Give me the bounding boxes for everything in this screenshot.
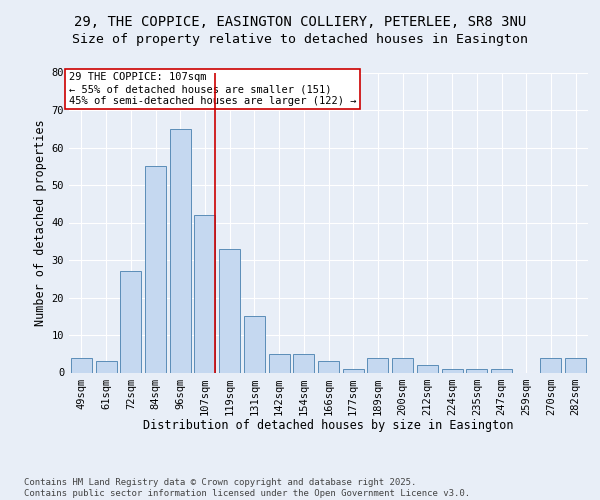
- Bar: [367, 358, 388, 372]
- Bar: [170, 128, 191, 372]
- Bar: [343, 369, 364, 372]
- Bar: [244, 316, 265, 372]
- Bar: [120, 271, 141, 372]
- Bar: [491, 369, 512, 372]
- Bar: [318, 361, 339, 372]
- Bar: [95, 361, 116, 372]
- Bar: [442, 369, 463, 372]
- Bar: [269, 354, 290, 372]
- Bar: [541, 358, 562, 372]
- Bar: [71, 358, 92, 372]
- Bar: [565, 358, 586, 372]
- Bar: [466, 369, 487, 372]
- Bar: [219, 248, 240, 372]
- Text: 29, THE COPPICE, EASINGTON COLLIERY, PETERLEE, SR8 3NU: 29, THE COPPICE, EASINGTON COLLIERY, PET…: [74, 15, 526, 29]
- Text: 29 THE COPPICE: 107sqm
← 55% of detached houses are smaller (151)
45% of semi-de: 29 THE COPPICE: 107sqm ← 55% of detached…: [69, 72, 356, 106]
- Bar: [417, 365, 438, 372]
- Text: Size of property relative to detached houses in Easington: Size of property relative to detached ho…: [72, 32, 528, 46]
- Y-axis label: Number of detached properties: Number of detached properties: [34, 119, 47, 326]
- Bar: [145, 166, 166, 372]
- Text: Contains HM Land Registry data © Crown copyright and database right 2025.
Contai: Contains HM Land Registry data © Crown c…: [24, 478, 470, 498]
- Bar: [392, 358, 413, 372]
- X-axis label: Distribution of detached houses by size in Easington: Distribution of detached houses by size …: [143, 419, 514, 432]
- Bar: [293, 354, 314, 372]
- Bar: [194, 215, 215, 372]
